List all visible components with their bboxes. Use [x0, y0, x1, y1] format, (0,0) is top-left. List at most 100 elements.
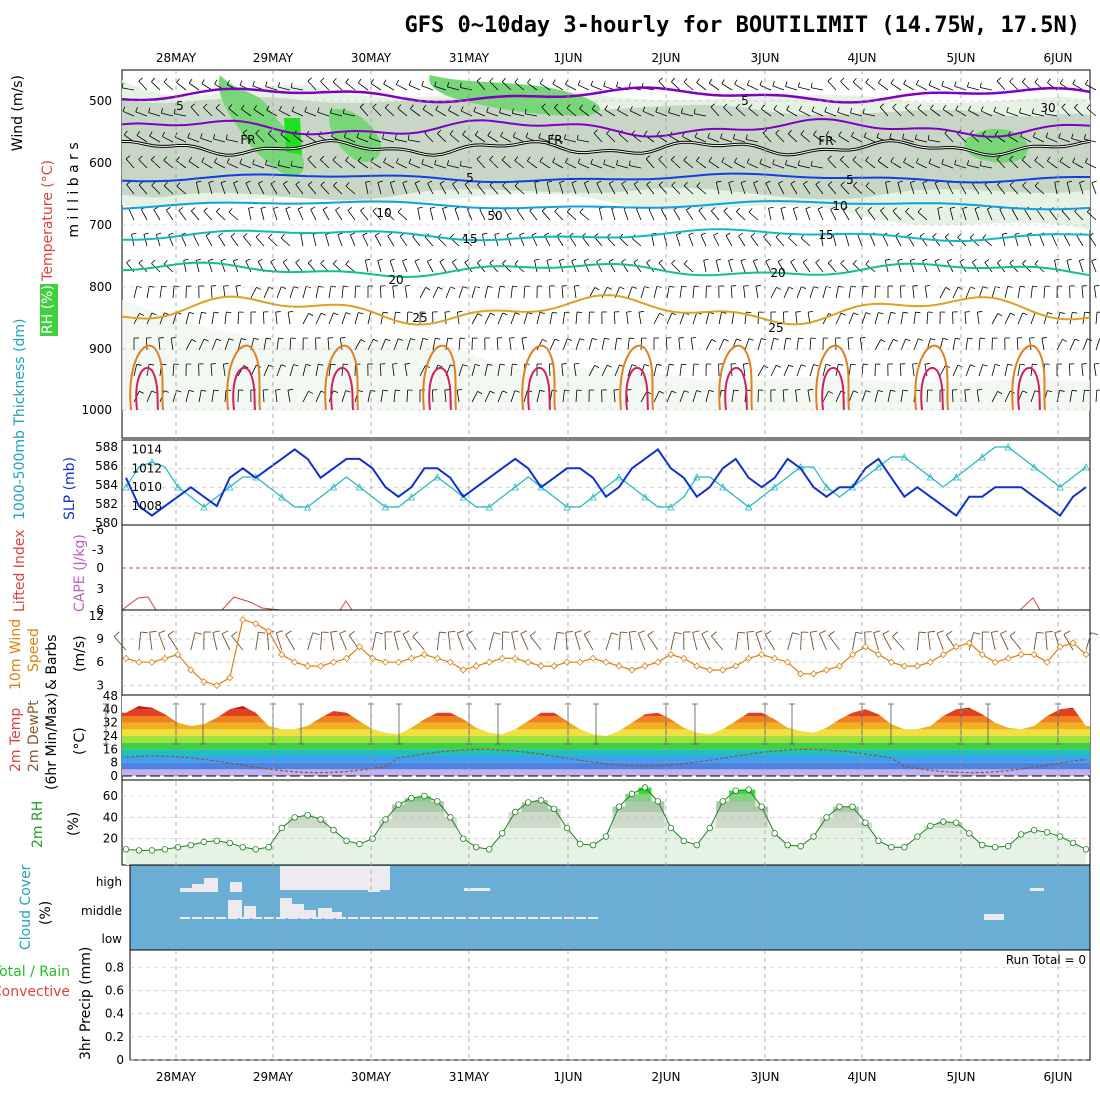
wind-barb	[965, 364, 971, 377]
rh-marker	[200, 838, 208, 846]
wind-barb-flag	[738, 232, 743, 237]
wind-speed-marker	[381, 658, 390, 666]
wind-barb	[502, 263, 512, 273]
wind-barb-flag	[343, 285, 349, 287]
wind-barb-flag	[890, 157, 894, 162]
wind-barb-flag	[967, 337, 973, 340]
thickness-marker	[719, 483, 727, 491]
wind-barb-flag	[827, 77, 832, 82]
wind-barb-flag	[797, 160, 800, 166]
wind-barb-flag	[405, 284, 411, 287]
wind-barb	[198, 312, 202, 325]
wind-barb	[380, 312, 384, 325]
wind-barb	[174, 113, 187, 117]
wind-barb	[255, 133, 265, 143]
rh-marker	[667, 824, 675, 832]
wind-barb-flag	[233, 180, 239, 184]
wind-barb-flag	[696, 390, 702, 393]
wind-barb	[226, 139, 239, 143]
wind-barb-flag	[544, 232, 549, 236]
wind-barb	[289, 286, 295, 299]
wind-barb-flag	[761, 338, 767, 341]
wind-barb-flag	[941, 159, 944, 165]
wind-barb-flag	[865, 182, 870, 187]
wind-barb	[904, 107, 915, 117]
wind-barb-flag	[957, 286, 963, 290]
wind-barb-flag	[151, 259, 156, 264]
wind-speed-marker	[913, 662, 921, 670]
wind-barb-flag	[1022, 181, 1027, 186]
cloud-background	[129, 864, 1091, 951]
wind-barb	[980, 165, 993, 169]
temp25-contour	[121, 294, 1091, 326]
wind-barb-flag	[955, 337, 961, 340]
surface-wind-barb	[330, 632, 335, 651]
wind-barb-flag	[519, 232, 525, 236]
contour-label: 10	[832, 199, 847, 213]
wind-barb	[944, 132, 954, 143]
wind-barb	[536, 339, 543, 351]
wind-barb	[899, 364, 902, 377]
wind-barb-flag	[245, 258, 251, 262]
wind-barb	[857, 234, 863, 247]
wind-barb	[991, 391, 998, 403]
cloud-block	[244, 906, 256, 918]
wind-barb	[965, 338, 969, 351]
wind-barb-flag	[688, 232, 694, 236]
wind-barb-flag	[439, 258, 445, 263]
wind-barb-flag	[330, 107, 333, 113]
temp-tick: 48	[103, 689, 118, 703]
wind-barb-flag	[437, 364, 443, 368]
wind-speed-marker	[226, 674, 234, 682]
surface-wind-barb-flag	[701, 630, 709, 635]
wind-barb	[266, 109, 278, 117]
wind-barb	[1095, 312, 1098, 325]
wind-barb	[922, 260, 928, 273]
wind-barb	[312, 234, 317, 247]
wind-barb	[777, 261, 785, 273]
temp35-contour	[135, 366, 159, 411]
wind-barb	[523, 312, 528, 325]
wind-barb	[133, 364, 138, 377]
wind-barb-flag	[576, 134, 579, 140]
wind-barb-flag	[277, 82, 280, 88]
wind-barb	[396, 84, 408, 91]
wind-barb	[211, 312, 215, 325]
wind-barb	[671, 81, 681, 91]
wind-barb-flag	[320, 77, 325, 82]
wind-speed-marker	[511, 654, 519, 662]
wind-barb-flag	[996, 77, 1002, 82]
wind-barb	[679, 390, 685, 403]
wind-barb-flag	[173, 108, 176, 114]
wind-barb	[546, 260, 551, 273]
surface-wind-barb-flag	[583, 630, 591, 635]
wind-barb	[608, 183, 616, 195]
wind-speed-marker	[135, 658, 143, 666]
wind-barb	[417, 208, 421, 221]
wind-barb-flag	[317, 107, 320, 113]
surface-wind-barb-flag	[448, 630, 456, 633]
wind-barb	[668, 112, 681, 117]
wind-barb-flag	[126, 259, 131, 263]
wind-barb	[573, 286, 577, 299]
wind-barb-flag	[631, 286, 637, 289]
wind-barb-flag	[957, 233, 962, 238]
thickness-marker	[745, 503, 753, 511]
wind-barb	[683, 159, 694, 169]
wind-barb	[406, 389, 409, 403]
wind-barb	[489, 81, 499, 91]
wind-barb-flag	[196, 258, 202, 261]
wind-barb-flag	[800, 364, 806, 367]
wind-barb	[330, 112, 343, 117]
wind-barb-flag	[526, 156, 531, 162]
wind-barb	[653, 313, 660, 325]
wind-barb-flag	[136, 131, 140, 136]
wind-barb-flag	[293, 286, 299, 289]
wind-barb	[800, 237, 811, 247]
wind-barb-flag	[642, 106, 646, 112]
precip-tick: 0.4	[105, 1007, 124, 1021]
wind-barb	[339, 338, 343, 351]
wind-barb-flag	[670, 155, 675, 161]
wind-barb	[222, 364, 226, 377]
wind-barb-flag	[163, 181, 168, 187]
